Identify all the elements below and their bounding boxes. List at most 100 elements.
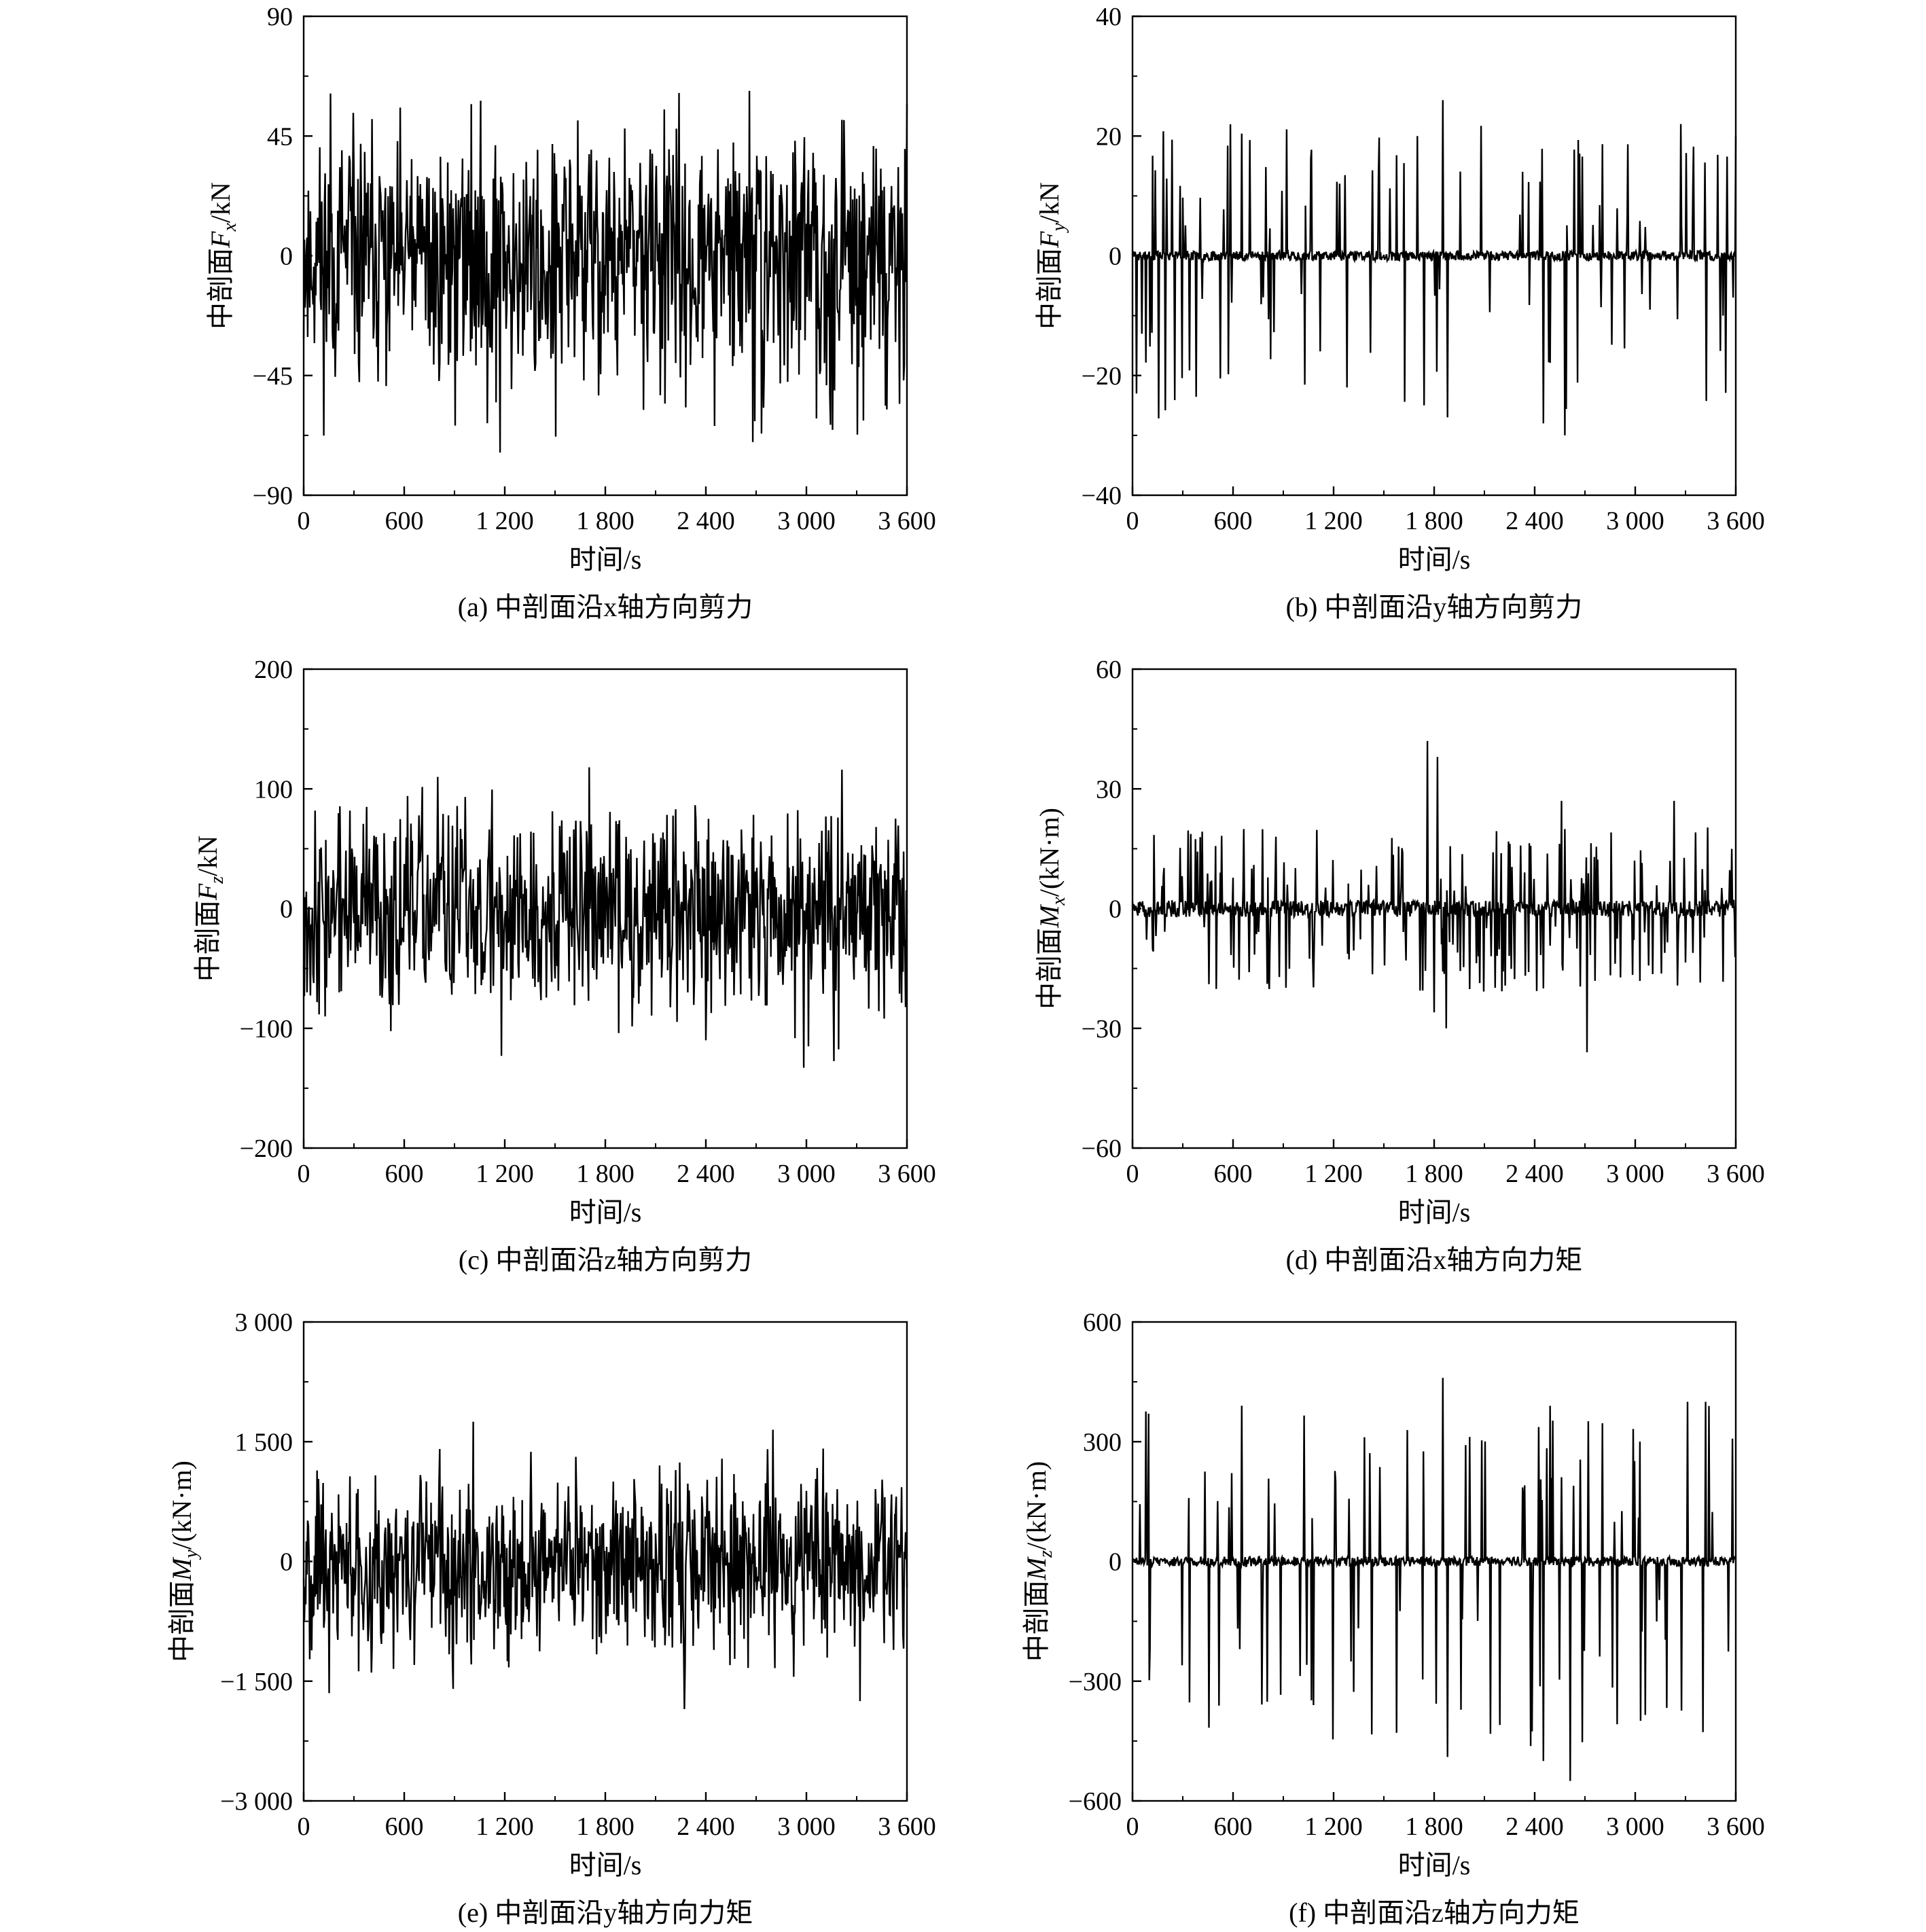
y-tick-label: −100 — [240, 1015, 293, 1043]
y-axis-title-unit: /kN — [1034, 182, 1065, 223]
y-tick-label: −60 — [1082, 1134, 1122, 1163]
x-tick-label: 600 — [385, 1812, 424, 1841]
x-tick-label: 600 — [1214, 1160, 1253, 1188]
chart-panel-b: 0 600 1 200 1 800 2 400 3 000 3 600 −40 −20 0 20 40… — [1034, 3, 1765, 622]
y-tick-label: −1 500 — [220, 1668, 293, 1696]
y-tick-label: 60 — [1096, 656, 1122, 684]
x-tick-label: 1 800 — [1405, 507, 1463, 535]
y-axis-title: 中剖面Mx/(kN·m) — [1034, 808, 1069, 1009]
x-axis-title: 时间/s — [569, 1197, 642, 1228]
x-tick-label: 600 — [385, 507, 424, 535]
y-axis-title-subscript: x — [219, 223, 240, 232]
panel-caption: (a) 中剖面沿x轴方向剪力 — [458, 592, 753, 622]
x-tick-label: 3 000 — [1606, 1812, 1664, 1841]
y-axis-title-unit: /kN — [205, 182, 236, 223]
x-tick-label: 2 400 — [677, 1160, 735, 1188]
x-tick-label: 600 — [1214, 1812, 1253, 1841]
x-axis-title: 时间/s — [569, 1850, 642, 1880]
chart-panel-f: 0 600 1 200 1 800 2 400 3 000 3 600 −600 −300 0 30… — [1021, 1308, 1765, 1928]
x-tick-label: 1 200 — [1304, 1160, 1363, 1188]
y-tick-label: −45 — [253, 362, 293, 391]
y-tick-label: 200 — [254, 656, 293, 684]
y-axis-title-subscript: z — [1035, 1550, 1056, 1558]
x-tick-label: 1 200 — [476, 1160, 534, 1188]
chart-panel-c: 0 600 1 200 1 800 2 400 3 000 3 600 −200 −100 0 10… — [192, 656, 936, 1275]
x-tick-label: 600 — [1214, 507, 1253, 535]
y-axis-title-unit: /(kN·m) — [166, 1461, 197, 1550]
x-tick-label: 2 400 — [677, 507, 735, 535]
y-tick-label: −90 — [253, 482, 293, 510]
x-axis-title: 时间/s — [1398, 1850, 1471, 1880]
y-axis-title: 中剖面Fx/kN — [205, 182, 240, 329]
y-axis-title-prefix: 中剖面 — [166, 1581, 197, 1662]
x-tick-label: 1 800 — [576, 1160, 635, 1188]
x-tick-label: 1 200 — [1304, 1812, 1363, 1841]
y-tick-label: −30 — [1082, 1015, 1122, 1043]
x-tick-label: 3 600 — [1707, 507, 1765, 535]
y-tick-label: 45 — [267, 122, 293, 151]
x-tick-label: 3 000 — [1606, 507, 1664, 535]
x-axis-title: 时间/s — [1398, 1197, 1471, 1228]
x-tick-label: 3 000 — [777, 1160, 836, 1188]
panel-caption: (c) 中剖面沿z轴方向剪力 — [459, 1245, 752, 1275]
y-tick-label: 0 — [1109, 895, 1122, 924]
x-tick-label: 0 — [1126, 507, 1139, 535]
y-axis-title: 中剖面Fz/kN — [192, 836, 228, 982]
x-tick-label: 0 — [298, 1160, 310, 1188]
y-tick-label: 0 — [280, 895, 293, 924]
y-tick-label: 90 — [267, 3, 293, 31]
x-tick-label: 2 400 — [1505, 507, 1564, 535]
y-axis-title-symbol: F — [205, 231, 236, 249]
y-axis-title: 中剖面Mz/(kN·m) — [1021, 1461, 1056, 1662]
y-tick-label: 3 000 — [235, 1308, 293, 1337]
y-tick-label: −3 000 — [220, 1787, 293, 1816]
y-tick-label: −200 — [240, 1134, 293, 1163]
y-tick-label: 0 — [1109, 1548, 1122, 1577]
x-axis-title: 时间/s — [1398, 544, 1471, 575]
chart-panel-d: 0 600 1 200 1 800 2 400 3 000 3 600 −60 −30 0 30 60… — [1034, 656, 1765, 1275]
y-axis-title-subscript: y — [1048, 223, 1069, 234]
y-axis-title-unit: /(kN·m) — [1021, 1461, 1052, 1550]
y-axis-title-unit: /kN — [192, 836, 223, 876]
x-tick-label: 0 — [1126, 1160, 1139, 1188]
x-tick-label: 2 400 — [677, 1812, 735, 1841]
y-axis-title-subscript: x — [1048, 897, 1069, 906]
data-series-f — [1132, 1378, 1736, 1781]
x-tick-label: 3 600 — [878, 507, 936, 535]
y-tick-label: −40 — [1082, 482, 1122, 510]
y-tick-label: −300 — [1069, 1668, 1122, 1696]
x-tick-label: 1 800 — [1405, 1812, 1463, 1841]
data-series-d — [1131, 740, 1737, 1053]
y-axis-title-symbol: F — [192, 883, 223, 901]
x-tick-label: 3 600 — [878, 1160, 936, 1188]
y-tick-label: 300 — [1083, 1428, 1122, 1456]
y-axis-title: 中剖面My/(kN·m) — [166, 1461, 202, 1662]
data-series-a — [302, 90, 908, 453]
x-tick-label: 1 800 — [1405, 1160, 1463, 1188]
x-tick-label: 2 400 — [1505, 1160, 1564, 1188]
y-tick-label: 0 — [280, 243, 293, 271]
y-axis-title-symbol: F — [1034, 231, 1065, 249]
panel-caption: (b) 中剖面沿y轴方向剪力 — [1286, 592, 1583, 622]
y-tick-label: 20 — [1096, 122, 1122, 151]
y-axis-title-subscript: z — [207, 876, 228, 884]
chart-panel-e: 0 600 1 200 1 800 2 400 3 000 3 600 −3 000 −1 50… — [166, 1308, 936, 1928]
y-axis-title: 中剖面Fy/kN — [1034, 182, 1069, 329]
y-tick-label: 600 — [1083, 1308, 1122, 1337]
panel-caption: (e) 中剖面沿y轴方向力矩 — [458, 1897, 753, 1928]
y-axis-title-unit: /(kN·m) — [1034, 808, 1065, 897]
x-tick-label: 1 200 — [476, 507, 534, 535]
y-axis-title-prefix: 中剖面 — [1034, 928, 1065, 1009]
data-series-b — [1131, 100, 1737, 435]
y-tick-label: 0 — [280, 1548, 293, 1577]
x-tick-label: 0 — [298, 1812, 310, 1841]
x-tick-label: 1 200 — [476, 1812, 534, 1841]
x-tick-label: 3 000 — [777, 1812, 836, 1841]
x-axis-title: 时间/s — [569, 544, 642, 575]
panel-caption: (d) 中剖面沿x轴方向力矩 — [1286, 1245, 1583, 1275]
y-tick-label: 40 — [1096, 3, 1122, 31]
y-axis-title-prefix: 中剖面 — [1034, 248, 1065, 329]
x-tick-label: 0 — [298, 507, 310, 535]
data-series-e — [302, 1421, 908, 1709]
y-tick-label: 100 — [254, 775, 293, 804]
